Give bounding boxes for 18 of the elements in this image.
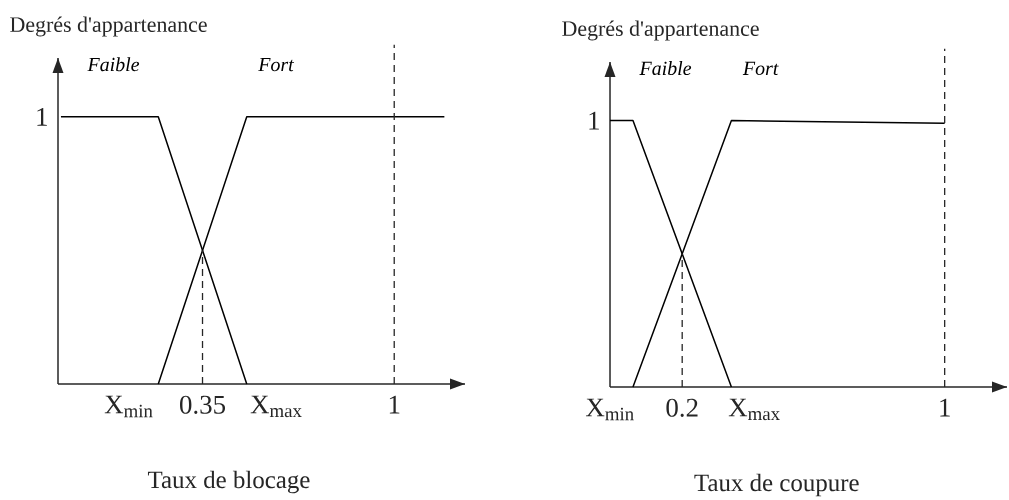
text: 1 bbox=[37, 107, 47, 126]
x-tick-label: 0.2 bbox=[666, 398, 698, 417]
y-axis-title: Degrés d'appartenance bbox=[562, 20, 759, 41]
text: Faible bbox=[87, 57, 140, 72]
x-tick-label: X$_{min}$ bbox=[585, 398, 634, 421]
x-tick-label: X$_{max}$ bbox=[728, 398, 780, 421]
x-axis-title: Taux de blocage bbox=[147, 470, 310, 494]
text: Fort bbox=[258, 58, 295, 72]
x-axis-title: Taux de coupure bbox=[694, 473, 859, 497]
x-tick-label: X$_{max}$ bbox=[250, 395, 302, 418]
text: Faible bbox=[639, 61, 692, 76]
text: 1 bbox=[589, 111, 599, 130]
y-axis-title: Degrés d'appartenance bbox=[10, 16, 207, 37]
x-tick-label: 1 bbox=[940, 398, 950, 417]
x-tick-label: X$_{min}$ bbox=[104, 395, 153, 418]
x-tick-label: 1 bbox=[389, 395, 400, 414]
x-tick-label: 0.35 bbox=[180, 395, 226, 414]
text: Fort bbox=[742, 61, 779, 76]
